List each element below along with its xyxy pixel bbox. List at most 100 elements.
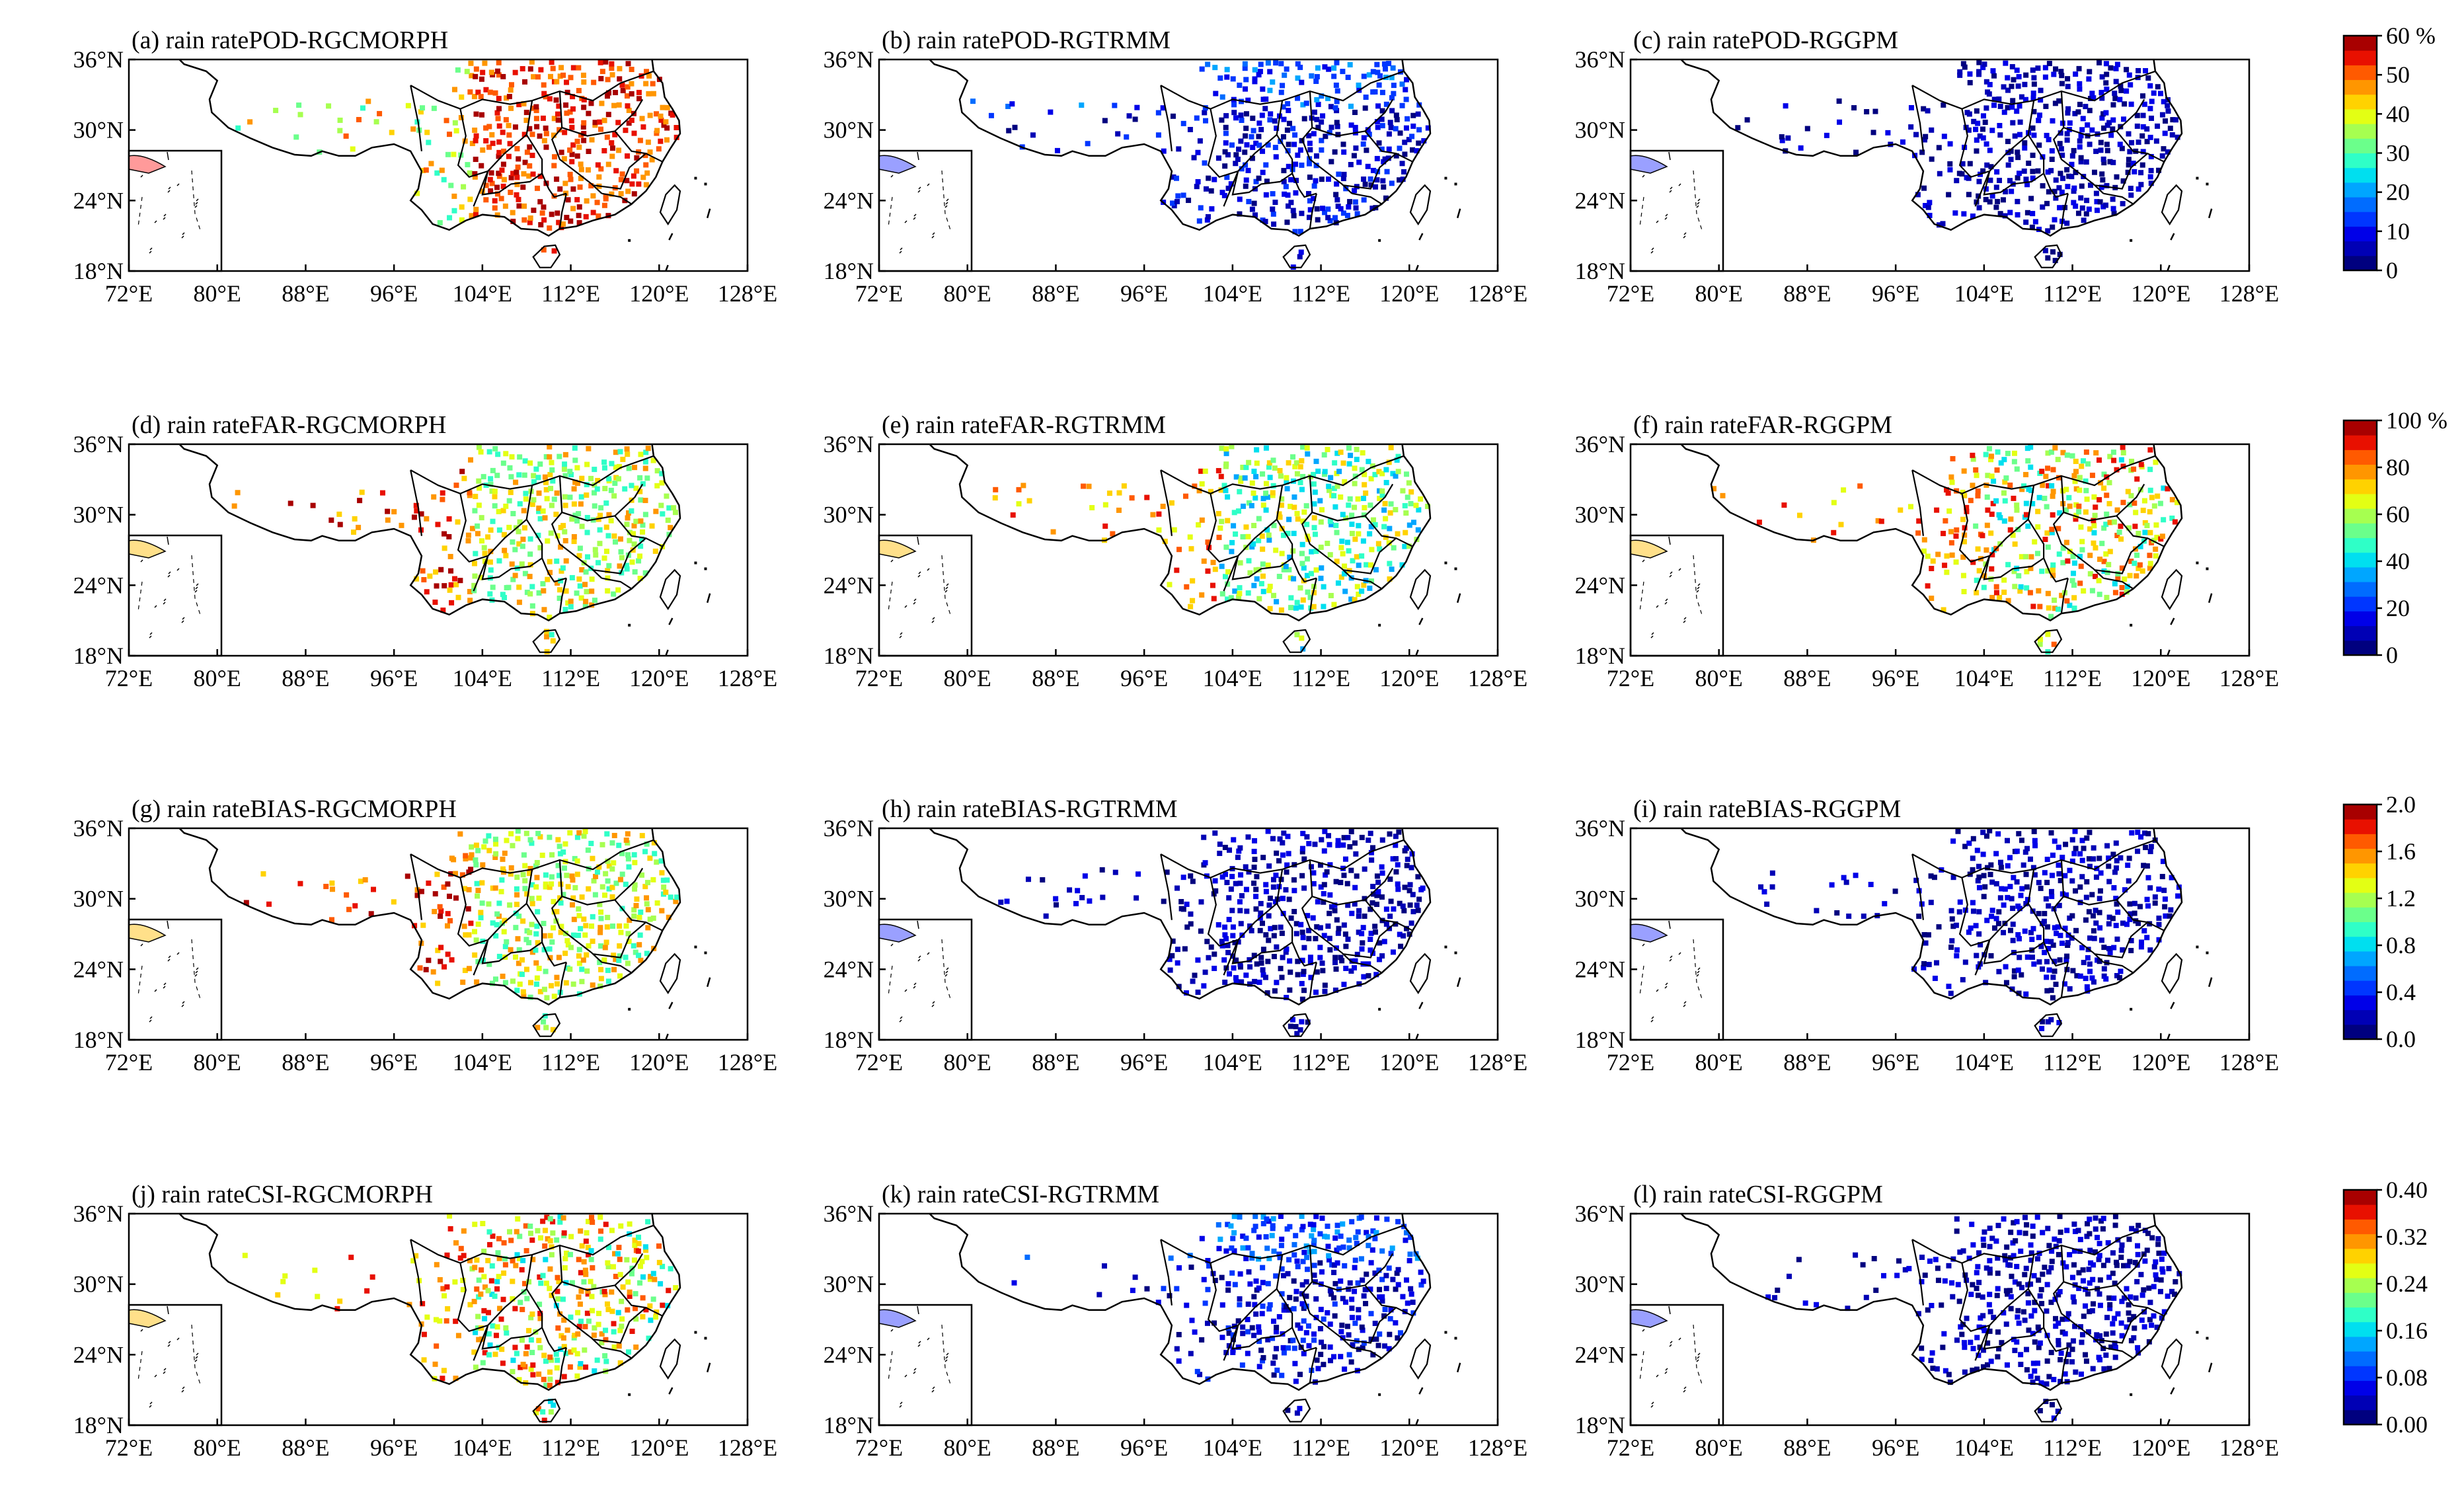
station-point [1299,210,1305,216]
station-point [500,866,506,872]
station-point [1383,1286,1389,1292]
x-tick-label: 80°E [194,280,241,307]
station-point [1297,464,1303,470]
station-point [1277,468,1283,474]
station-point [1132,116,1138,122]
x-tick-label: 72°E [105,280,153,307]
station-point [1836,98,1842,104]
station-point [2140,93,2146,99]
station-point [2110,102,2116,108]
station-point [1335,580,1341,586]
station-point [1271,933,1277,939]
station-point [537,133,543,139]
station-point [1204,939,1210,945]
station-point [1233,115,1239,121]
map-frame [128,58,749,272]
station-point [1240,1233,1246,1239]
hainan-outline [1282,629,1311,653]
station-point [1246,500,1252,506]
station-point [2126,525,2132,531]
station-point [2072,110,2078,116]
station-point [521,993,527,999]
station-point [1973,467,1979,473]
station-point [542,515,548,521]
station-point [1931,875,1937,880]
station-point [527,562,533,568]
station-point [1232,588,1238,594]
station-point [458,115,464,121]
station-point [520,918,526,924]
station-point [533,466,539,472]
station-point [1304,522,1310,528]
station-point [1230,924,1236,930]
panel-title: (b) rain ratePOD-RGTRMM [882,26,1171,54]
station-point [498,196,504,202]
station-point [1300,473,1306,479]
station-point [572,445,578,451]
colorbar-swatch [2344,420,2377,436]
station-point [581,120,587,126]
station-point [664,877,670,883]
station-point [2152,894,2158,900]
station-point [1360,1277,1366,1283]
station-point [674,894,680,900]
station-point [643,162,649,168]
station-point [420,922,426,928]
station-point [523,490,529,496]
station-point [442,545,447,551]
station-point [604,1301,610,1307]
station-point [2045,255,2051,261]
station-point [2036,880,2042,886]
station-point [467,1258,473,1264]
station-point [571,534,577,540]
station-point [1892,888,1898,894]
station-point [1317,1326,1323,1332]
station-point [1265,828,1271,834]
station-point [1144,494,1150,500]
south-china-sea-inset [1629,149,1724,272]
station-point [1183,990,1189,996]
station-point [2008,1294,2014,1300]
station-point [605,568,611,574]
station-point [1204,1320,1210,1326]
station-point [1342,479,1348,485]
station-point [2015,903,2021,909]
station-point [617,973,623,979]
station-point [500,183,506,189]
station-point [554,909,560,915]
station-point [1219,117,1225,123]
station-point [2043,896,2049,902]
station-point [1333,522,1339,528]
station-point [673,1285,679,1291]
station-point [561,1317,567,1323]
station-point [596,213,601,219]
station-point [2012,541,2018,547]
station-point [609,1228,615,1233]
station-point [1260,546,1266,552]
station-point [1315,124,1321,130]
station-point [485,534,491,540]
station-point [605,978,611,984]
station-point [1927,1258,1933,1264]
station-point [557,453,562,459]
station-point [1932,976,1938,982]
station-point [516,1377,522,1383]
station-point [1376,957,1382,962]
station-point [1252,838,1258,843]
station-point [1940,1345,1946,1350]
station-point [2011,974,2017,980]
station-point [1247,1281,1253,1287]
station-point [2005,450,2011,456]
station-point [2107,453,2113,459]
station-point [588,1278,594,1284]
station-point [2028,565,2034,571]
station-point [426,880,432,886]
station-point [2106,500,2112,506]
station-point [1352,481,1358,487]
station-point [2023,871,2029,877]
station-point [1388,124,1394,130]
province-boundary [1352,1347,1383,1359]
station-point [1196,522,1202,528]
station-point [356,524,362,530]
station-point [1299,635,1305,641]
